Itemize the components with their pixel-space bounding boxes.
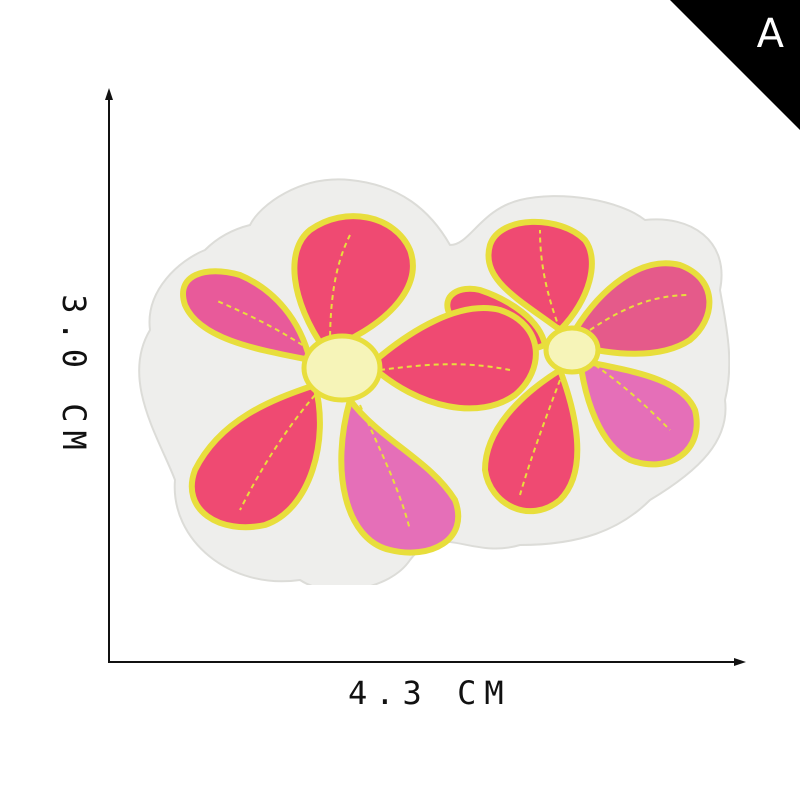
petal	[572, 260, 713, 357]
petal	[482, 367, 581, 515]
petal	[188, 382, 323, 531]
right-flower-center	[543, 325, 601, 375]
badge-letter: A	[756, 11, 784, 57]
corner-badge	[670, 0, 800, 130]
flower-patch-image	[130, 165, 731, 592]
flower-centers	[301, 325, 601, 403]
petal	[291, 213, 416, 353]
petal	[367, 305, 539, 412]
right-flower-stitches	[519, 229, 691, 496]
left-flower-stitches	[214, 234, 511, 531]
petal	[338, 397, 462, 556]
petal	[180, 268, 313, 363]
right-arrow-icon	[734, 658, 746, 666]
width-dimension-label: 4.3 CM	[348, 674, 512, 712]
petal	[577, 357, 700, 468]
left-flower-center	[301, 333, 383, 403]
left-flower	[180, 213, 539, 556]
petal	[485, 218, 595, 333]
up-arrow-icon	[105, 88, 113, 100]
height-dimension-label: 3.0 CM	[55, 294, 93, 458]
